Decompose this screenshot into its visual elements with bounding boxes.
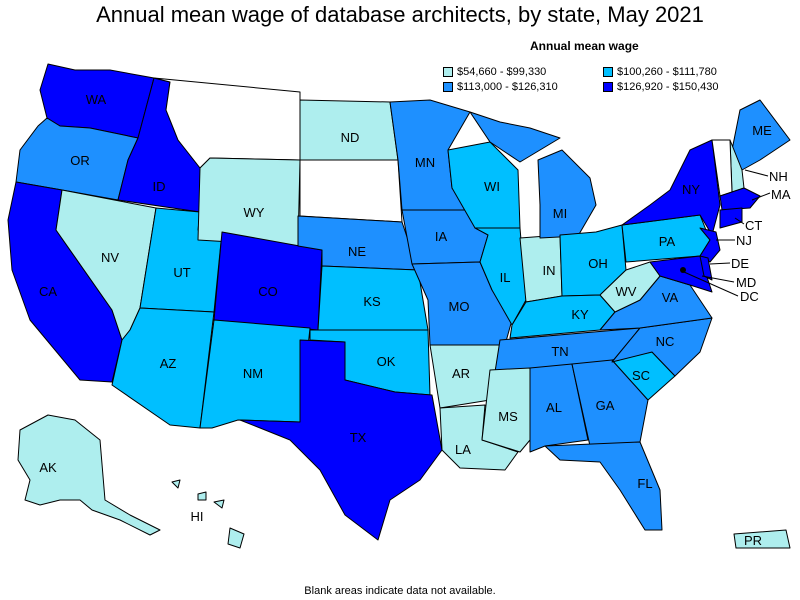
leader-dc: [683, 271, 739, 297]
label-ia: IA: [435, 229, 448, 244]
footnote: Blank areas indicate data not available.: [304, 585, 496, 597]
state-ms: [481, 367, 531, 453]
label-wi: WI: [484, 179, 500, 194]
label-dc: DC: [740, 289, 759, 304]
label-il: IL: [500, 270, 511, 285]
label-ks: KS: [363, 294, 381, 309]
state-nj: [699, 227, 721, 263]
label-de: DE: [731, 256, 749, 271]
leader-nh: [744, 169, 769, 177]
label-mi: MI: [553, 206, 567, 221]
state-md: [649, 255, 713, 293]
label-pa: PA: [659, 234, 676, 249]
state-ct: [719, 207, 743, 229]
label-ca: CA: [39, 284, 57, 299]
state-pr: [733, 529, 791, 549]
label-nm: NM: [243, 366, 263, 381]
label-fl: FL: [637, 476, 652, 491]
state-al: [529, 363, 589, 453]
state-ga: [571, 359, 649, 447]
label-or: OR: [70, 153, 90, 168]
label-ar: AR: [452, 366, 470, 381]
label-id: ID: [153, 179, 166, 194]
legend-label: $54,660 - $99,330: [457, 66, 547, 78]
legend-item-tier3: $113,000 - $126,310: [443, 81, 558, 93]
leader-md: [701, 275, 735, 283]
leader-ct: [734, 217, 745, 225]
label-nc: NC: [656, 334, 675, 349]
label-nh: NH: [769, 169, 788, 184]
state-dc: [680, 267, 686, 273]
label-nd: ND: [341, 130, 360, 145]
label-hi: HI: [191, 509, 204, 524]
label-la: LA: [455, 442, 471, 457]
label-md: MD: [736, 275, 756, 290]
label-sc: SC: [632, 368, 650, 383]
state-hi: [171, 479, 245, 549]
label-ky: KY: [571, 307, 589, 322]
label-nv: NV: [101, 250, 119, 265]
legend-swatch: [603, 82, 613, 92]
legend-swatch: [443, 67, 453, 77]
state-mi: [537, 149, 597, 239]
legend-swatch: [603, 67, 613, 77]
label-ak: AK: [39, 460, 57, 475]
map-title: Annual mean wage of database architects,…: [96, 2, 704, 27]
legend-label: $100,260 - $111,780: [617, 66, 717, 78]
state-in: [519, 234, 563, 303]
label-ok: OK: [377, 354, 396, 369]
label-wy: WY: [244, 205, 265, 220]
label-va: VA: [662, 290, 679, 305]
legend-item-tier2: $100,260 - $111,780: [603, 66, 717, 78]
label-me: ME: [752, 123, 772, 138]
state-nm: [199, 319, 311, 429]
state-la: [439, 404, 519, 471]
label-pr: PR: [744, 533, 762, 548]
state-tx: [239, 339, 443, 541]
label-ct: CT: [745, 218, 762, 233]
state-de: [699, 255, 713, 281]
legend-title: Annual mean wage: [530, 39, 639, 53]
state-fl: [544, 441, 663, 531]
state-wy: [197, 157, 301, 247]
label-co: CO: [258, 284, 278, 299]
label-az: AZ: [160, 356, 177, 371]
state-ma: [719, 187, 761, 211]
leader-de: [709, 262, 731, 265]
label-ms: MS: [498, 409, 518, 424]
state-sd: [299, 159, 403, 223]
label-ne: NE: [348, 244, 366, 259]
label-wa: WA: [86, 92, 107, 107]
leader-ma: [751, 192, 771, 201]
label-ga: GA: [596, 398, 615, 413]
legend-label: $113,000 - $126,310: [457, 81, 558, 93]
label-nj: NJ: [736, 233, 752, 248]
state-ak: [17, 414, 161, 536]
label-mn: MN: [415, 155, 435, 170]
label-ny: NY: [682, 182, 700, 197]
label-ma: MA: [771, 187, 791, 202]
label-mo: MO: [449, 299, 470, 314]
label-wv: WV: [616, 284, 637, 299]
label-oh: OH: [588, 256, 608, 271]
label-al: AL: [546, 400, 562, 415]
legend-swatch: [443, 82, 453, 92]
label-ut: UT: [173, 265, 190, 280]
legend-label: $126,920 - $150,430: [617, 81, 719, 93]
state-mi-up: [469, 111, 561, 163]
legend-item-tier4: $126,920 - $150,430: [603, 81, 719, 93]
state-az: [111, 307, 215, 429]
label-in: IN: [543, 263, 556, 278]
legend-item-tier1: $54,660 - $99,330: [443, 66, 546, 78]
label-tx: TX: [350, 430, 367, 445]
label-tn: TN: [551, 344, 568, 359]
